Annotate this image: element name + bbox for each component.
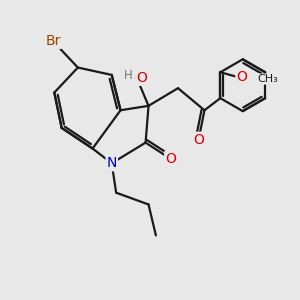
- Text: CH₃: CH₃: [258, 74, 278, 84]
- Text: O: O: [236, 70, 247, 84]
- Text: O: O: [136, 71, 148, 85]
- Text: H: H: [124, 69, 133, 82]
- Text: Br: Br: [45, 34, 61, 48]
- Text: O: O: [193, 133, 204, 147]
- Text: O: O: [165, 152, 176, 166]
- Text: N: N: [106, 156, 117, 170]
